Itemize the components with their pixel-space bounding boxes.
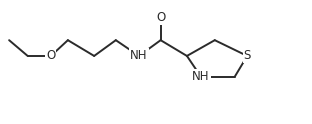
Text: O: O bbox=[46, 49, 56, 62]
Text: S: S bbox=[244, 49, 251, 62]
Text: O: O bbox=[156, 11, 165, 24]
Text: NH: NH bbox=[192, 70, 210, 83]
Text: NH: NH bbox=[130, 49, 148, 62]
